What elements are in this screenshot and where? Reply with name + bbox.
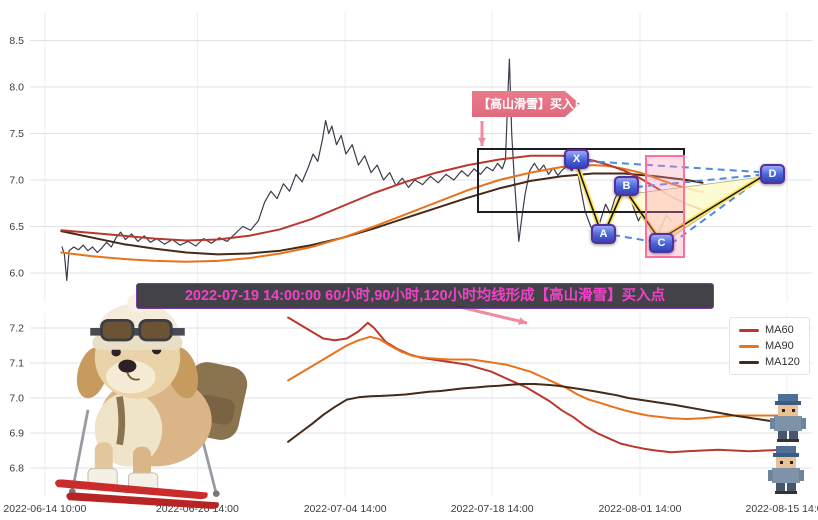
svg-text:2022-07-04 14:00: 2022-07-04 14:00 (304, 503, 387, 515)
svg-text:8.0: 8.0 (9, 82, 24, 94)
point-label-C: C (649, 233, 674, 253)
ma60-line-swatch (739, 328, 759, 332)
svg-text:6.5: 6.5 (9, 221, 24, 233)
ma120-line-swatch (739, 360, 759, 364)
legend-label-ma90: MA90 (765, 340, 794, 352)
svg-text:6.0: 6.0 (9, 268, 24, 280)
svg-text:7.0: 7.0 (9, 393, 24, 405)
svg-text:2022-06-14 10:00: 2022-06-14 10:00 (3, 503, 86, 515)
svg-text:2022-08-15 14:00: 2022-08-15 14:00 (746, 503, 818, 515)
signal-banner: 2022-07-19 14:00:00 60小时,90小时,120小时均线形成【… (136, 283, 714, 309)
ski-dog-illustration (55, 293, 248, 509)
pixel-characters (768, 394, 806, 494)
legend-label-ma60: MA60 (765, 324, 794, 336)
svg-text:7.1: 7.1 (9, 358, 24, 370)
svg-text:2022-07-18 14:00: 2022-07-18 14:00 (451, 503, 534, 515)
svg-text:7.0: 7.0 (9, 175, 24, 187)
pixel-character (770, 394, 806, 442)
buy-point-callout-text: 【高山滑雪】买入点 (478, 97, 587, 111)
signal-banner-text: 2022-07-19 14:00:00 60小时,90小时,120小时均线形成【… (184, 288, 666, 304)
svg-text:7.2: 7.2 (9, 323, 24, 335)
point-label-A: A (591, 224, 616, 244)
svg-text:6.8: 6.8 (9, 463, 24, 475)
svg-text:6.9: 6.9 (9, 428, 24, 440)
ski-goggles-icon (100, 318, 135, 342)
svg-text:2022-08-01 14:00: 2022-08-01 14:00 (599, 503, 682, 515)
svg-text:7.5: 7.5 (9, 128, 24, 140)
point-label-D: D (760, 164, 785, 184)
svg-text:8.5: 8.5 (9, 35, 24, 47)
point-label-X: X (564, 149, 589, 169)
legend-item-ma60[interactable]: MA60 (739, 324, 800, 336)
buy-point-callout: 【高山滑雪】买入点 (472, 91, 580, 117)
pixel-character (768, 446, 804, 494)
point-label-B: B (614, 176, 639, 196)
chart-legend: MA60 MA90 MA120 (729, 317, 810, 375)
legend-label-ma120: MA120 (765, 356, 800, 368)
red-ski-icon (55, 479, 208, 500)
legend-item-ma90[interactable]: MA90 (739, 340, 800, 352)
legend-item-ma120[interactable]: MA120 (739, 356, 800, 368)
ma90-line-swatch (739, 344, 759, 348)
